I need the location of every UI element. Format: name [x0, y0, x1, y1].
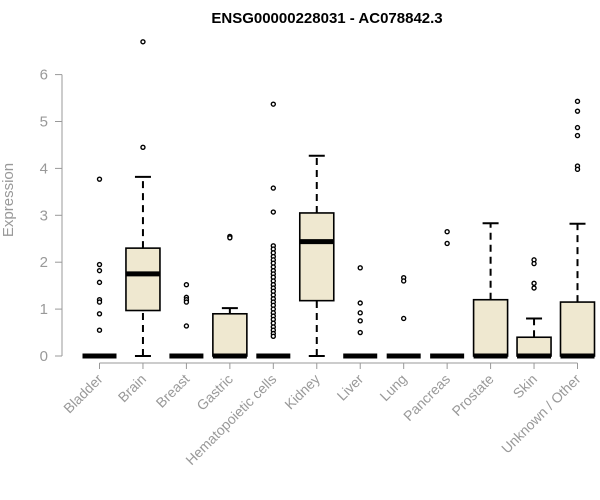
outlier-point — [183, 299, 190, 305]
outlier-point — [96, 261, 103, 268]
outlier-point — [227, 235, 233, 241]
y-tick-label: 5 — [40, 114, 48, 131]
x-tick-label: Breast — [153, 371, 193, 411]
box-body — [472, 298, 509, 357]
outlier-point — [96, 311, 103, 317]
outlier-point — [270, 333, 277, 340]
outlier-point — [444, 240, 450, 247]
outlier-point — [444, 229, 450, 235]
outlier-point — [574, 166, 581, 173]
outlier-point — [574, 108, 581, 114]
outlier-point — [96, 279, 103, 286]
outlier-point — [400, 278, 407, 284]
x-tick-label: Brain — [115, 371, 149, 405]
box-6 — [343, 265, 378, 359]
outlier-point — [531, 280, 537, 287]
outlier-point — [357, 329, 363, 336]
x-tick-label: Liver — [334, 371, 367, 404]
box-0 — [82, 176, 117, 359]
box-5 — [298, 154, 335, 357]
outlier-point — [140, 144, 146, 150]
box-8 — [430, 229, 465, 359]
box-body — [559, 301, 596, 357]
box-1 — [125, 39, 161, 357]
outlier-point — [574, 98, 581, 105]
outlier-point — [183, 323, 190, 329]
box-body — [212, 312, 248, 357]
outlier-point — [96, 327, 103, 333]
y-axis-label: Expression — [0, 163, 17, 237]
outlier-point — [270, 185, 277, 191]
y-tick-label: 3 — [40, 207, 48, 224]
box-3 — [212, 233, 248, 359]
box-7 — [386, 274, 421, 359]
outlier-point — [96, 299, 103, 305]
x-tick-label: Prostate — [449, 371, 497, 419]
outlier-point — [357, 318, 363, 324]
outlier-point — [96, 267, 103, 274]
chart-title: ENSG00000228031 - AC078842.3 — [211, 10, 442, 27]
x-tick-label: Lung — [376, 371, 409, 404]
outlier-point — [574, 132, 581, 139]
outlier-point — [357, 265, 363, 271]
box-body — [125, 247, 161, 312]
box-4 — [256, 101, 291, 359]
y-tick-label: 4 — [40, 160, 48, 177]
outlier-point — [270, 101, 277, 107]
outlier-point — [574, 124, 581, 131]
y-tick-label: 0 — [40, 348, 48, 365]
x-tick-label: Skin — [510, 371, 541, 402]
outlier-point — [140, 39, 146, 45]
x-tick-label: Gastric — [193, 371, 236, 414]
outlier-point — [357, 300, 363, 306]
x-tick-label: Unknown / Other — [498, 371, 584, 457]
box-9 — [472, 222, 509, 359]
outlier-point — [531, 285, 537, 291]
x-tick-label: Bladder — [60, 371, 106, 417]
boxes-group — [82, 39, 596, 359]
y-tick-label: 1 — [40, 301, 48, 318]
x-tick-label: Pancreas — [400, 371, 453, 424]
outlier-point — [357, 310, 363, 316]
box-10 — [516, 257, 552, 359]
x-tick-label: Kidney — [281, 371, 323, 413]
box-2 — [169, 282, 204, 359]
box-body — [298, 212, 335, 302]
outlier-point — [531, 260, 537, 267]
y-tick-label: 2 — [40, 254, 48, 271]
y-axis: 0 1 2 3 4 5 6 — [40, 67, 63, 365]
outlier-point — [183, 282, 190, 288]
y-tick-label: 6 — [40, 67, 48, 84]
box-body — [516, 336, 552, 357]
outlier-point — [96, 176, 103, 182]
outlier-point — [270, 209, 277, 215]
outlier-point — [400, 315, 407, 322]
box-11 — [559, 98, 596, 359]
